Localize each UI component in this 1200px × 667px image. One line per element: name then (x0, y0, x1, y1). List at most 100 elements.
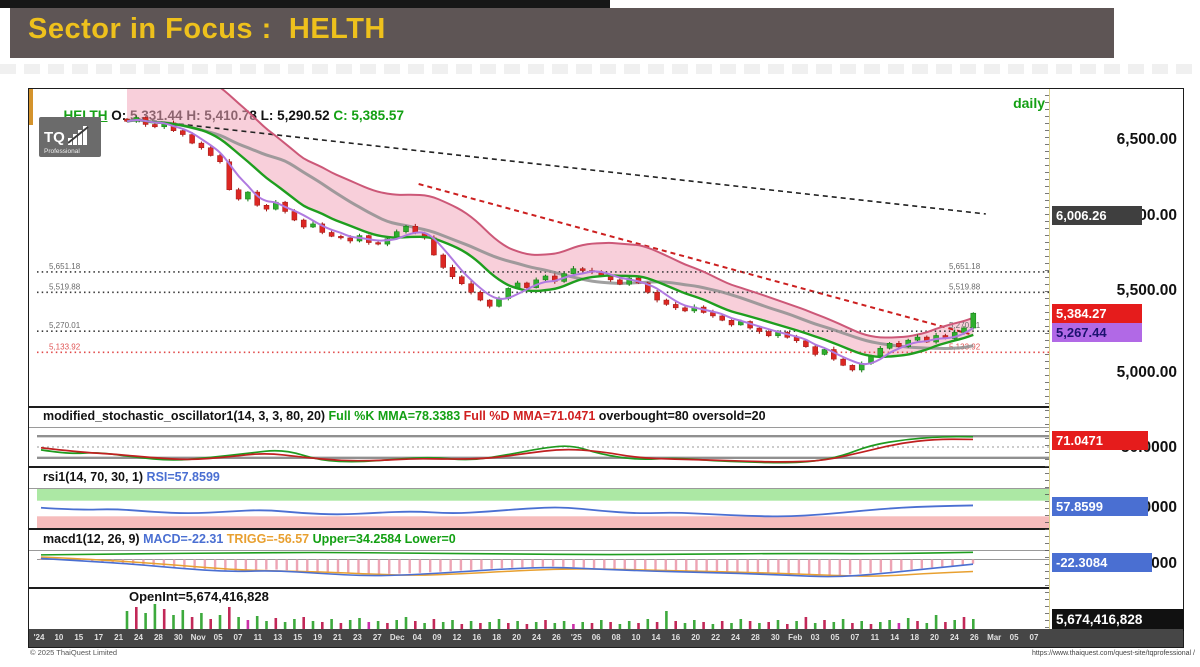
date-tick-label: 10 (54, 633, 64, 642)
header-segment: Upper=34.2584 Lower=0 (312, 532, 456, 546)
date-tick-label: 30 (770, 633, 780, 642)
date-tick-label: 22 (711, 633, 721, 642)
rsi-canvas[interactable] (29, 489, 1049, 528)
date-tick-label: 09 (432, 633, 442, 642)
date-tick-label: '24 (33, 633, 45, 642)
value-badge: 5,674,416,828 (1052, 609, 1184, 631)
date-tick-label: 27 (372, 633, 382, 642)
top-strip (0, 0, 610, 8)
level-label-left: 5,270.01 (49, 321, 81, 330)
footer-url: https://www.thaiquest.com/quest-site/tqp… (1031, 650, 1195, 657)
date-tick-label: 15 (74, 633, 84, 642)
date-tick-label: 14 (651, 633, 661, 642)
date-tick-label: 23 (352, 633, 362, 642)
date-tick-label: Nov (190, 633, 206, 642)
panel-separator (29, 406, 1183, 408)
tq-logo: TQ Professional (39, 117, 101, 157)
value-badge: 5,267.44 (1052, 323, 1142, 342)
panel-separator (29, 587, 1183, 589)
level-label-left: 5,519.88 (49, 282, 81, 291)
axis-value-label: 6,500.00 (1116, 131, 1177, 148)
date-tick-label: 20 (512, 633, 522, 642)
stochastic-header: modified_stochastic_oscillator1(14, 3, 3… (43, 409, 766, 423)
value-badge: 71.0471 (1052, 431, 1148, 450)
axis-value-label: 5,500.00 (1116, 282, 1177, 299)
date-tick-label: Dec (389, 633, 405, 642)
logo-text: TQ (44, 129, 65, 146)
value-badge: 6,006.26 (1052, 206, 1142, 225)
date-tick-label: 16 (671, 633, 681, 642)
page-title: Sector in Focus : HELTH (28, 13, 386, 45)
date-tick-label: 26 (551, 633, 561, 642)
header-segment: TRIGG=-56.57 (226, 532, 313, 546)
date-tick-label: 21 (333, 633, 342, 642)
date-tick-label: '25 (570, 633, 582, 642)
date-tick-label: Mar (987, 633, 1002, 642)
date-tick-label: 12 (452, 633, 462, 642)
date-tick-label: 05 (830, 633, 840, 642)
date-tick-label: Feb (788, 633, 803, 642)
date-tick-label: 06 (591, 633, 601, 642)
date-tick-label: 24 (731, 633, 740, 642)
openint-canvas[interactable] (29, 587, 1049, 629)
header-segment: macd1(12, 26, 9) (43, 532, 144, 546)
date-tick-label: 30 (173, 633, 183, 642)
macd-canvas[interactable] (29, 550, 1049, 587)
stochastic-canvas[interactable] (29, 429, 1049, 465)
date-tick-label: 10 (631, 633, 641, 642)
date-tick-label: 03 (810, 633, 820, 642)
close-value: C: 5,385.57 (333, 108, 404, 123)
value-badge: -22.3084 (1052, 553, 1152, 572)
header-underline (29, 550, 1049, 551)
openint-header: OpenInt=5,674,416,828 (129, 589, 269, 604)
header-underline (29, 488, 1049, 489)
date-tick-label: 08 (611, 633, 621, 642)
value-badge: 57.8599 (1052, 497, 1148, 516)
chart-window: HELTH O: 5,331.44 H: 5,410.78 L: 5,290.5… (28, 88, 1184, 648)
level-label-left: 5,651.18 (49, 262, 81, 271)
date-tick-label: 16 (472, 633, 482, 642)
date-tick-label: 17 (94, 633, 104, 642)
axis-value-label: 5,000.00 (1116, 364, 1177, 381)
banner: Sector in Focus : HELTH (10, 8, 1114, 58)
date-tick-label: 20 (691, 633, 701, 642)
date-tick-label: 14 (890, 633, 900, 642)
level-label-left: 5,133.92 (49, 342, 81, 351)
price-canvas[interactable]: 5,651.18 5,651.18 5,519.88 5,519.88 5,270.01… (29, 89, 1049, 406)
value-badge: 5,384.27 (1052, 304, 1142, 323)
date-tick-label: 26 (969, 633, 979, 642)
date-tick-label: 07 (1029, 633, 1039, 642)
header-segment: modified_stochastic_oscillator1(14, 3, 3… (43, 409, 329, 423)
date-tick-label: 24 (134, 633, 143, 642)
level-label-right: 5,270.01 (949, 321, 981, 330)
level-label-right: 5,651.18 (949, 262, 981, 271)
header-underline (29, 427, 1049, 428)
date-tick-label: 13 (273, 633, 283, 642)
header-segment: OpenInt=5,674,416,828 (129, 589, 269, 604)
axis-tick-marks (1045, 89, 1049, 629)
panel-separator (29, 528, 1183, 530)
watermark-pattern (0, 64, 1200, 74)
header-segment: Full %D MMA=71.0471 (463, 409, 599, 423)
rsi-header: rsi1(14, 70, 30, 1) RSI=57.8599 (43, 470, 220, 484)
date-tick-label: 24 (532, 633, 541, 642)
date-tick-label: 18 (910, 633, 920, 642)
level-label-right: 5,519.88 (949, 282, 981, 291)
price-axis-gutter: 6,500.00 6,000.00 5,500.00 5,000.00 50.0000 5… (1049, 89, 1184, 631)
date-tick-label: 28 (153, 633, 163, 642)
date-tick-label: 11 (870, 633, 880, 642)
header-segment: MACD=-22.31 (143, 532, 227, 546)
date-tick-label: 04 (412, 633, 422, 642)
header-segment: RSI=57.8599 (146, 470, 220, 484)
date-tick-label: 07 (233, 633, 243, 642)
date-axis: '24 10 15 17 21 24 28 30 Nov 05 07 11 13 15 19 21 23 27 De… (29, 629, 1183, 647)
logo-subtitle: Professional (44, 148, 80, 155)
date-tick-label: 15 (293, 633, 303, 642)
date-tick-label: 20 (930, 633, 939, 642)
panel-separator (29, 466, 1183, 468)
chart-accent-bar (29, 89, 33, 125)
date-tick-label: 21 (114, 633, 124, 642)
copyright-text: © 2025 ThaiQuest Limited (30, 648, 118, 657)
date-tick-label: 24 (949, 633, 959, 642)
